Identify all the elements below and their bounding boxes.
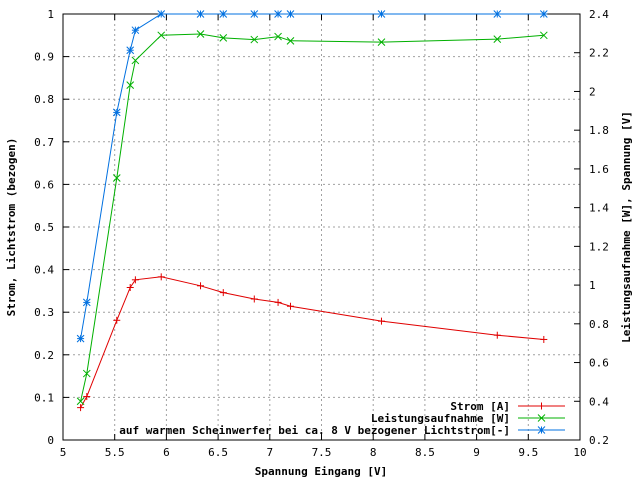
series-line-lichtstrom (80, 13, 544, 339)
legend-label-lichtstrom: auf warmen Scheinwerfer bei ca. 8 V bezo… (119, 424, 510, 437)
y-tick-label: 0.7 (34, 136, 54, 149)
y2-tick-label: 0.2 (589, 434, 609, 447)
y-tick-label: 0.6 (34, 178, 54, 191)
data-point-lichtstrom (157, 10, 166, 18)
data-point-leistung (274, 32, 282, 41)
axis-ticks: 5 5.5 6 6.5 7 7.5 8 8.5 9 9.5 10 0 0.1 0.2 0.3 0.4 0.5 0.… (34, 8, 609, 459)
series-strom (77, 273, 548, 412)
y-tick-label: 0.4 (34, 264, 54, 277)
legend-marker-lichtstrom (537, 426, 546, 434)
data-point-leistung (126, 81, 135, 89)
legend-label-strom: Strom [A] (450, 400, 510, 413)
x-tick-label: 6.5 (208, 446, 228, 459)
data-point-leistung (196, 30, 205, 38)
legend-marker-leistung (537, 414, 546, 422)
data-point-leistung (131, 56, 140, 65)
legend-marker-strom (538, 402, 545, 410)
data-point-leistung (493, 35, 502, 43)
data-point-leistung (82, 369, 91, 378)
x-tick-label: 7 (266, 446, 273, 459)
x-tick-label: 5 (60, 446, 67, 459)
data-point-strom (126, 283, 134, 291)
data-point-strom (286, 302, 294, 310)
y2-tick-label: 2 (589, 85, 596, 98)
data-point-leistung (250, 35, 259, 44)
y2-tick-label: 0.4 (589, 395, 609, 408)
y2-tick-label: 1 (589, 279, 596, 292)
data-point-lichtstrom (250, 10, 259, 18)
legend: Strom [A]Leistungsaufnahme [W]auf warmen… (119, 400, 565, 437)
y2-tick-label: 2.4 (589, 8, 609, 21)
y-tick-label: 1 (47, 8, 54, 21)
y2-tick-label: 2.2 (589, 47, 609, 60)
y-tick-label: 0.8 (34, 93, 54, 106)
y-tick-label: 0.9 (34, 51, 54, 64)
y2-tick-label: 1.6 (589, 163, 609, 176)
x-axis-label: Spannung Eingang [V] (255, 465, 387, 478)
data-point-strom (274, 298, 282, 306)
data-point-leistung (76, 397, 85, 406)
data-point-leistung (377, 38, 386, 46)
data-point-lichtstrom (274, 10, 282, 18)
data-point-strom (493, 331, 501, 339)
data-point-strom (131, 276, 139, 284)
data-point-strom (83, 393, 91, 401)
data-point-strom (219, 289, 227, 297)
x-tick-label: 6 (163, 446, 170, 459)
plot-frame (62, 13, 581, 441)
series-group (76, 10, 548, 412)
data-point-lichtstrom (126, 46, 135, 55)
data-point-lichtstrom (76, 334, 85, 343)
y-tick-label: 0.1 (34, 391, 54, 404)
data-point-leistung (157, 31, 166, 40)
data-point-lichtstrom (219, 10, 228, 18)
data-point-lichtstrom (112, 108, 121, 117)
x-tick-label: 5.5 (105, 446, 125, 459)
x-tick-label: 8 (370, 446, 377, 459)
series-line-leistung (80, 33, 544, 402)
y2-tick-label: 1.2 (589, 240, 609, 253)
x-tick-label: 9.5 (518, 446, 538, 459)
data-point-lichtstrom (196, 10, 205, 18)
data-point-strom (77, 404, 85, 412)
data-point-strom (113, 316, 121, 324)
y2-tick-label: 0.6 (589, 357, 609, 370)
y2-axis-label: Leistungsaufnahme [W], Spannung [V] (620, 111, 633, 343)
x-tick-label: 10 (573, 446, 586, 459)
legend-label-leistung: Leistungsaufnahme [W] (371, 412, 510, 425)
y-axis-label: Strom, Lichtstrom (bezogen) (5, 138, 18, 317)
data-point-strom (377, 317, 385, 325)
data-point-leistung (286, 36, 295, 45)
x-tick-label: 7.5 (312, 446, 332, 459)
data-point-strom (540, 335, 548, 343)
data-point-lichtstrom (82, 298, 91, 307)
series-line-strom (80, 276, 544, 408)
data-point-strom (197, 282, 205, 290)
y2-tick-label: 0.8 (589, 318, 609, 331)
data-point-strom (157, 273, 165, 281)
y-tick-label: 0.3 (34, 306, 54, 319)
data-point-lichtstrom (286, 10, 295, 18)
data-point-leistung (219, 34, 228, 42)
y-tick-label: 0.2 (34, 349, 54, 362)
x-tick-label: 9 (473, 446, 480, 459)
x-tick-label: 8.5 (415, 446, 435, 459)
series-lichtstrom (76, 10, 548, 343)
data-point-lichtstrom (539, 10, 548, 18)
data-point-leistung (539, 31, 548, 40)
y-tick-label: 0.5 (34, 221, 54, 234)
data-point-leistung (112, 174, 121, 182)
data-point-lichtstrom (493, 10, 502, 18)
data-point-lichtstrom (131, 26, 140, 35)
data-point-lichtstrom (377, 10, 386, 18)
y2-tick-label: 1.8 (589, 124, 609, 137)
y-tick-label: 0 (47, 434, 54, 447)
grid (63, 14, 580, 440)
data-point-strom (250, 295, 258, 303)
y2-tick-label: 1.4 (589, 202, 609, 215)
series-leistung (76, 30, 548, 406)
